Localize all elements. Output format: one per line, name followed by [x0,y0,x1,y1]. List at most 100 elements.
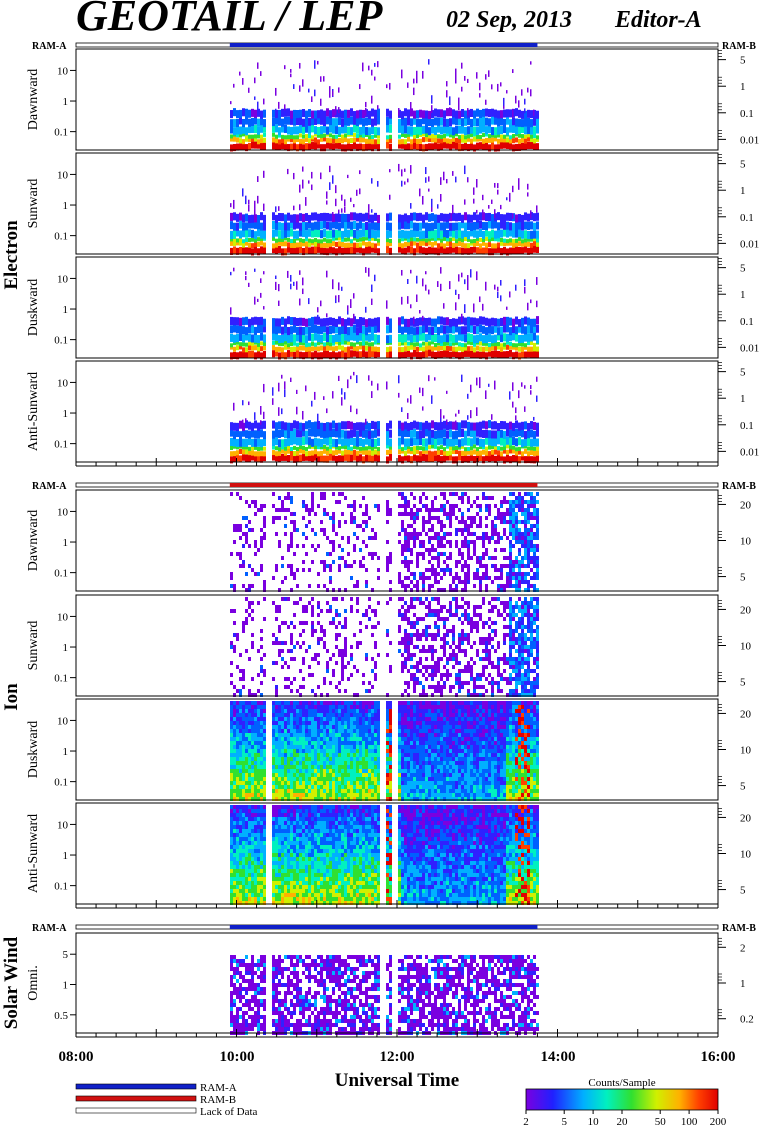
spectrogram-electron [230,267,539,360]
y-tick-label: 10 [57,506,69,518]
y-right-tick-label: 10 [740,641,752,653]
y-tick-label: 5 [63,949,69,961]
y-right-tick-label: 0.1 [740,212,754,224]
y-tick-label: 0.1 [54,439,68,451]
x-axis-title: Universal Time [335,1070,459,1091]
ram-bar-fill [229,925,538,929]
y-tick-label: 0.1 [54,568,68,580]
y-right-tick-label: 0.1 [740,316,754,328]
panel-label: Duskward [26,721,41,779]
panel-frame [75,489,719,592]
y-tick-label: 10 [57,715,69,727]
colorbar-title: Counts/Sample [588,1077,655,1089]
x-tick-label: 08:00 [59,1049,94,1065]
y-right-tick-label: 0.01 [740,134,759,146]
panel-frame [75,594,719,697]
y-right-tick-label: 1 [740,289,746,301]
colorbar: Counts/Sample 2 5 10 20 50 100 200 [523,1077,727,1128]
y-tick-label: 0.1 [54,231,68,243]
y-tick-label: 0.1 [54,127,68,139]
y-right-tick-label: 5 [740,677,746,689]
y-right-tick-label: 1 [740,81,746,93]
y-right-tick-label: 1 [740,393,746,405]
y-right-tick-label: 1 [740,978,746,990]
panel-label: Anti-Sunward [26,372,41,451]
y-right-tick-label: 5 [740,263,746,275]
y-right-tick-label: 0.01 [740,238,759,250]
colorbar-tick-label: 5 [561,1116,567,1128]
colorbar-tick-label: 2 [523,1116,529,1128]
colorbar-tick-label: 10 [588,1116,600,1128]
y-right-tick-label: 0.01 [740,342,759,354]
y-right-tick-label: 0.2 [740,1014,754,1026]
y-tick-label: 1 [63,96,69,108]
y-right-tick-label: 5 [740,55,746,67]
y-tick-label: 10 [57,819,69,831]
spectrogram-ion-dense [230,701,539,801]
ram-right-label: RAM-B [722,41,756,52]
y-tick-label: 1 [63,850,69,862]
y-tick-label: 0.1 [54,673,68,685]
panel-frame [75,152,719,255]
colorbar-tick-label: 100 [681,1116,698,1128]
y-right-tick-label: 5 [740,159,746,171]
panel-frame [75,698,719,801]
legend-swatch-lack-of-data [75,1107,197,1114]
y-right-tick-label: 10 [740,745,752,757]
spectrogram-ion-sparse [230,597,539,697]
y-right-tick-label: 5 [740,885,746,897]
spectrogram-ion-sparse [230,492,539,592]
y-right-tick-label: 10 [740,849,752,861]
y-tick-label: 10 [57,611,69,623]
y-tick-label: 0.5 [54,1010,68,1022]
y-right-tick-label: 20 [740,812,752,824]
y-right-tick-label: 0.1 [740,108,754,120]
y-tick-label: 0.1 [54,777,68,789]
x-tick-label: 14:00 [541,1049,576,1065]
ram-legend: RAM-A RAM-B Lack of Data [75,1082,258,1118]
panel-frame [75,360,719,463]
panel-label: Omni. [26,965,41,1000]
panel-frame [75,48,719,151]
y-tick-label: 1 [63,642,69,654]
ram-left-label: RAM-A [32,481,67,492]
figure-date: 02 Sep, 2013 [446,7,572,33]
y-tick-label: 1 [63,200,69,212]
legend-label-ram-b: RAM-B [200,1094,236,1106]
panel-frame [75,256,719,359]
y-tick-label: 10 [57,169,69,181]
group-label: Electron [1,220,22,290]
labels-layer: RAM-A RAM-B Electron Dawnward 10 1 0.1 5 1 0.1 0.0… [1,41,759,1029]
y-right-tick-label: 20 [740,499,752,511]
legend-label-lack-of-data: Lack of Data [200,1106,258,1118]
y-tick-label: 0.1 [54,881,68,893]
colorbar-gradient [525,1088,719,1111]
panel-label: Sunward [26,179,41,229]
panel-label: Anti-Sunward [26,814,41,893]
x-tick-label: 16:00 [701,1049,736,1065]
y-tick-label: 0.1 [54,335,68,347]
x-axis: 08:00 10:00 12:00 14:00 16:00 Universal … [59,1049,736,1091]
ram-right-label: RAM-B [722,923,756,934]
y-right-tick-label: 0.01 [740,446,759,458]
colorbar-tick-label: 20 [617,1116,629,1128]
y-right-tick-label: 5 [740,572,746,584]
y-right-tick-label: 2 [740,942,746,954]
panel-label: Dawnward [26,510,41,571]
ram-bar-fill [229,43,538,47]
ram-right-label: RAM-B [722,481,756,492]
y-tick-label: 1 [63,537,69,549]
panel-frame [75,802,719,905]
y-right-tick-label: 5 [740,781,746,793]
legend-swatch-ram-b [75,1095,197,1102]
panel-frames-layer [70,42,726,1038]
y-tick-label: 10 [57,65,69,77]
y-tick-label: 1 [63,746,69,758]
panel-label: Dawnward [26,69,41,130]
colorbar-tick-label: 200 [710,1116,727,1128]
y-tick-label: 1 [63,980,69,992]
figure-title: GEOTAIL / LEP [76,0,384,40]
panel-label: Sunward [26,621,41,671]
y-right-tick-label: 10 [740,536,752,548]
